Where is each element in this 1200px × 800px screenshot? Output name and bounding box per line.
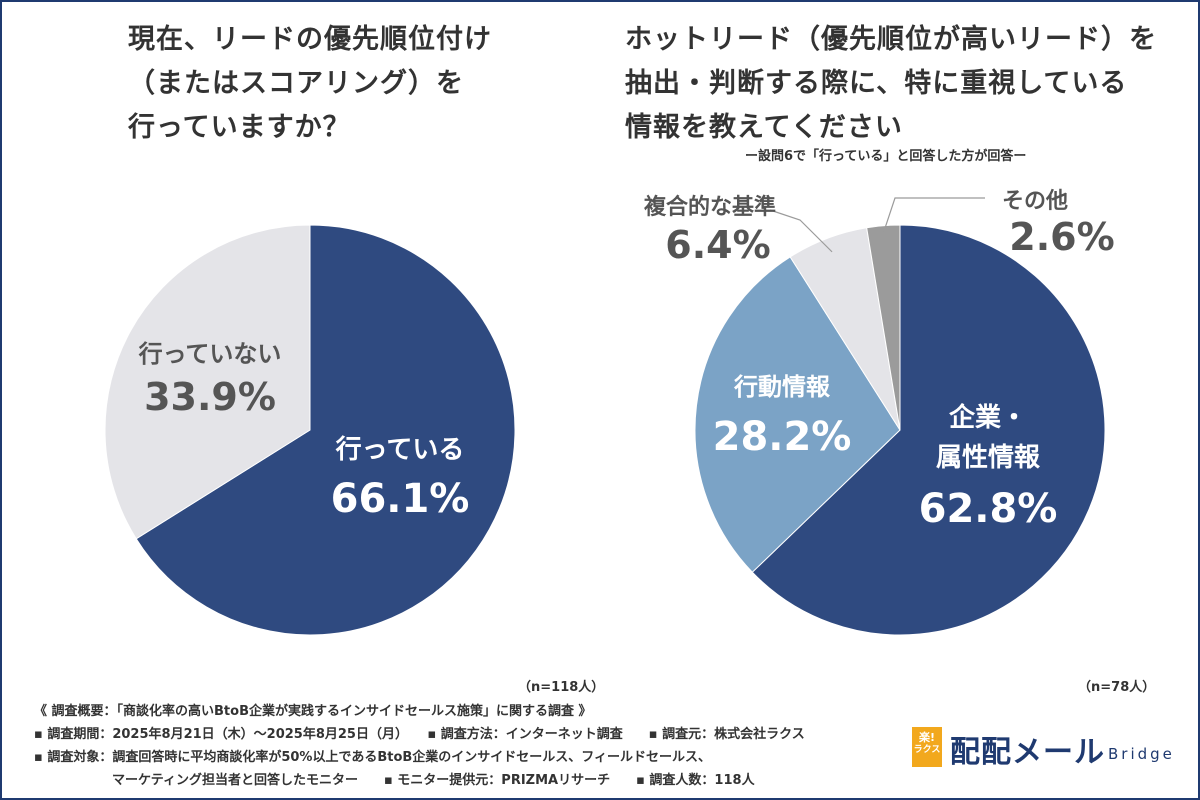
slice-company-attribute bbox=[751, 224, 1106, 636]
slice-other bbox=[866, 224, 901, 431]
label-behavior: 行動情報 bbox=[733, 373, 831, 401]
right-title-line-1: ホットリード（優先順位が高いリード）を bbox=[625, 24, 1157, 55]
label-other: その他 bbox=[1002, 189, 1068, 214]
footer-survey-period: ▪ 調査期間：2025年8月21日（木）～2025年8月25日（月） ▪ 調査方… bbox=[34, 727, 805, 742]
label-composite: 複合的な基準 bbox=[644, 194, 776, 220]
left-title-line-3: 行っていますか？ bbox=[128, 112, 351, 143]
value-composite: 6.4% bbox=[665, 223, 770, 267]
footer-survey-monitor: マーケティング担当者と回答したモニター ▪ モニター提供元：PRIZMAリサーチ… bbox=[112, 773, 755, 788]
logo-badge-top: 楽! bbox=[918, 731, 936, 744]
slice-behavior bbox=[694, 256, 901, 573]
right-subnote: ー設問6で「行っている」と回答した方が回答ー bbox=[745, 149, 1027, 164]
logo-sub: Bridge bbox=[1108, 745, 1175, 763]
footer-survey-target: ▪ 調査対象：調査回答時に平均商談化率が50%以上であるBtoB企業のインサイド… bbox=[34, 750, 712, 765]
haihai-mail-bridge-logo: 楽! ラクス 配配メール Bridge bbox=[912, 727, 1182, 771]
leader-other bbox=[883, 197, 985, 233]
label-company-attribute-line2: 属性情報 bbox=[936, 443, 1041, 473]
slice-not-doing bbox=[104, 224, 311, 540]
label-doing: 行っている bbox=[335, 434, 465, 465]
right-question-title: ホットリード（優先順位が高いリード）を 抽出・判断する際に、特に重視している 情… bbox=[625, 18, 1185, 150]
rakus-badge-icon: 楽! ラクス bbox=[912, 727, 942, 767]
value-behavior: 28.2% bbox=[713, 414, 852, 460]
left-n-label: （n=118人） bbox=[518, 680, 605, 695]
logo-name: 配配メール bbox=[950, 735, 1105, 770]
value-company-attribute: 62.8% bbox=[919, 486, 1058, 532]
label-company-attribute-line1: 企業・ bbox=[949, 402, 1027, 433]
left-title-line-1: 現在、リードの優先順位付け bbox=[128, 24, 492, 55]
logo-badge-bottom: ラクス bbox=[913, 745, 941, 755]
value-other: 2.6% bbox=[1009, 215, 1114, 259]
right-title-line-2: 抽出・判断する際に、特に重視している bbox=[625, 68, 1128, 99]
label-not-doing: 行っていない bbox=[138, 340, 282, 368]
value-not-doing: 33.9% bbox=[144, 375, 276, 419]
leader-composite bbox=[769, 209, 833, 253]
right-title-line-3: 情報を教えてください bbox=[625, 112, 903, 143]
left-title-line-2: （またはスコアリング）を bbox=[128, 68, 464, 99]
footer-survey-title: 《 調査概要：「商談化率の高いBtoB企業が実践するインサイドセールス施策」に関… bbox=[34, 704, 592, 719]
right-n-label: （n=78人） bbox=[1078, 680, 1156, 695]
value-doing: 66.1% bbox=[331, 476, 470, 522]
slice-doing bbox=[135, 224, 516, 636]
left-question-title: 現在、リードの優先順位付け （またはスコアリング）を 行っていますか？ bbox=[128, 18, 548, 150]
